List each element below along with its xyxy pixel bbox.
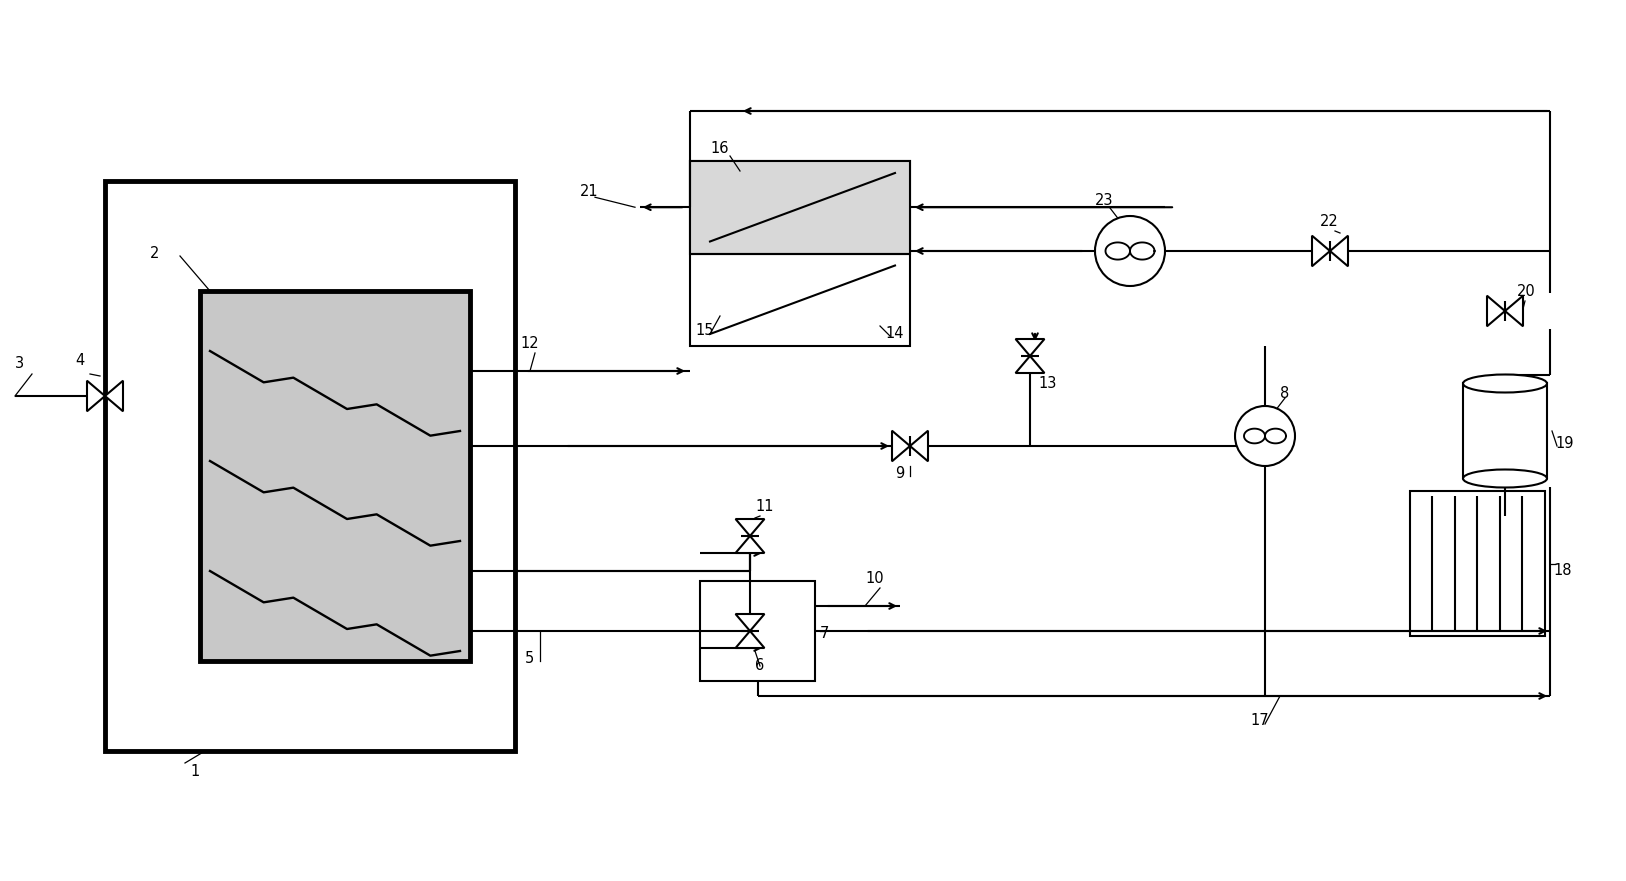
Bar	[200, 291, 470, 661]
Bar	[1410, 491, 1545, 636]
Polygon shape	[106, 381, 124, 411]
Text: 5: 5	[525, 651, 535, 666]
Ellipse shape	[1463, 470, 1546, 487]
Text: 9: 9	[894, 466, 904, 481]
Bar	[689, 161, 911, 254]
Polygon shape	[1488, 296, 1506, 326]
Bar	[701, 581, 815, 681]
Polygon shape	[911, 431, 928, 462]
Text: 12: 12	[520, 336, 538, 351]
Polygon shape	[735, 519, 764, 536]
Text: 2: 2	[150, 246, 159, 261]
Polygon shape	[893, 431, 911, 462]
Text: 17: 17	[1250, 713, 1268, 728]
Text: 10: 10	[865, 571, 883, 586]
Text: 23: 23	[1094, 193, 1114, 208]
Text: 16: 16	[711, 141, 728, 156]
Text: 11: 11	[754, 499, 774, 514]
Polygon shape	[1506, 296, 1524, 326]
Polygon shape	[1016, 356, 1044, 373]
Text: 1: 1	[190, 764, 200, 779]
Text: 13: 13	[1037, 376, 1057, 391]
Polygon shape	[1312, 236, 1330, 266]
Text: 19: 19	[1554, 436, 1574, 451]
Text: 4: 4	[75, 353, 85, 368]
Text: 20: 20	[1517, 284, 1535, 299]
Polygon shape	[735, 631, 764, 648]
Text: 8: 8	[1280, 386, 1289, 401]
Ellipse shape	[1463, 374, 1546, 393]
Text: 18: 18	[1553, 563, 1571, 578]
Polygon shape	[1016, 339, 1044, 356]
Text: 14: 14	[885, 326, 904, 341]
Text: 21: 21	[580, 184, 598, 199]
Text: 15: 15	[694, 323, 714, 338]
Bar	[689, 161, 911, 346]
Polygon shape	[735, 614, 764, 631]
Polygon shape	[1330, 236, 1348, 266]
Bar	[106, 181, 515, 751]
Polygon shape	[88, 381, 106, 411]
Text: 7: 7	[820, 626, 829, 641]
Circle shape	[1094, 216, 1164, 286]
Polygon shape	[735, 536, 764, 553]
Circle shape	[1236, 406, 1294, 466]
Text: 22: 22	[1320, 214, 1338, 229]
Bar	[1463, 383, 1546, 478]
Text: 6: 6	[754, 658, 764, 673]
Text: 3: 3	[15, 356, 24, 371]
